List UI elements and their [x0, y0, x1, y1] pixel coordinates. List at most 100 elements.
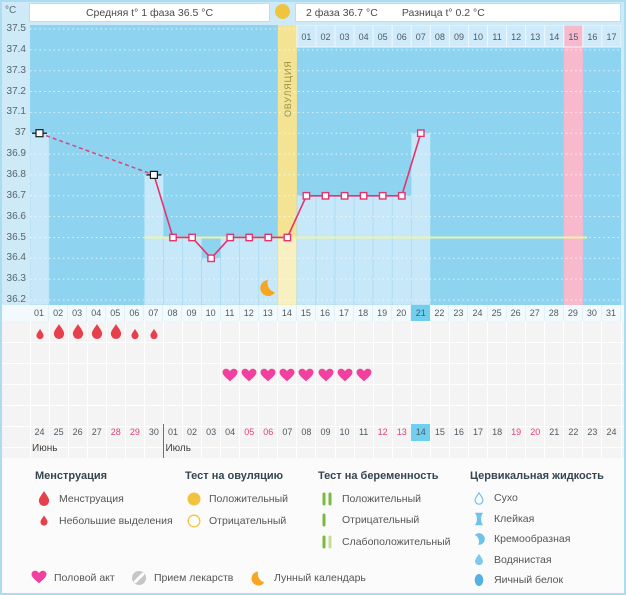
calendar-date[interactable]: 10	[339, 427, 350, 437]
cycle-day-cell[interactable]: 23	[449, 305, 469, 321]
calendar-date[interactable]: 02	[187, 427, 198, 437]
legend-item: Положительный	[318, 488, 451, 510]
cycle-day-cell[interactable]: 02	[49, 305, 69, 321]
cycle-day-cell[interactable]: 16	[316, 305, 336, 321]
cycle-day-cell[interactable]: 04	[87, 305, 107, 321]
cycle-day-cell[interactable]: 26	[507, 305, 526, 321]
temp-point-excluded	[35, 129, 44, 138]
dpo-cell: 02	[315, 24, 336, 48]
grid-line	[162, 321, 164, 458]
cycle-day-cell[interactable]: 09	[183, 305, 202, 321]
grid-line	[239, 321, 241, 458]
calendar-date[interactable]: 27	[91, 427, 102, 437]
calendar-date[interactable]: 23	[587, 427, 598, 437]
svg-text:08: 08	[435, 32, 445, 42]
bbt-plot[interactable]: 01 02 03 04 05 06 07 08 09 10 11 12 13 14 15 16 17 ОВУЛЯЦ…	[29, 24, 622, 306]
cycle-day-cell[interactable]: 05	[106, 305, 126, 321]
calendar-date[interactable]: 25	[53, 427, 64, 437]
calendar-date[interactable]: 14	[415, 427, 426, 437]
calendar-date[interactable]: 26	[72, 427, 83, 437]
calendar-date[interactable]: 28	[110, 427, 121, 437]
cycle-day-cell[interactable]: 14	[278, 305, 297, 321]
y-tick-label: 36.8	[6, 168, 26, 180]
cycle-day-cell[interactable]: 01	[30, 305, 50, 321]
calendar-date[interactable]: 06	[263, 427, 274, 437]
calendar-date[interactable]: 19	[511, 427, 522, 437]
cycle-day-cell[interactable]: 25	[488, 305, 507, 321]
calendar-date[interactable]: 05	[244, 427, 255, 437]
calendar-date[interactable]: 07	[282, 427, 293, 437]
cycle-day-cell[interactable]: 13	[259, 305, 278, 321]
cycle-day-cell[interactable]: 18	[354, 305, 374, 321]
calendar-date[interactable]: 11	[358, 427, 369, 437]
calendar-date[interactable]: 24	[34, 427, 45, 437]
svg-text:02: 02	[320, 32, 330, 42]
cycle-day-cell[interactable]: 12	[240, 305, 259, 321]
cycle-day-cell[interactable]: 31	[602, 305, 621, 321]
cycle-day-cell[interactable]: 06	[125, 305, 145, 321]
svg-text:09: 09	[454, 32, 464, 42]
month-divider	[163, 424, 165, 459]
calendar-date[interactable]: 16	[453, 427, 464, 437]
y-tick-label: 36.2	[6, 294, 26, 305]
cycle-day-cell[interactable]: 22	[430, 305, 450, 321]
cycle-day-cell[interactable]: 21	[411, 305, 431, 321]
cycle-day-cell[interactable]: 24	[468, 305, 488, 321]
dpo-cell: 03	[334, 24, 355, 48]
calendar-date[interactable]: 09	[320, 427, 331, 437]
cycle-day-cell[interactable]: 15	[297, 305, 316, 321]
cycle-day-cell[interactable]: 19	[373, 305, 393, 321]
cycle-day-cell[interactable]: 20	[392, 305, 412, 321]
legend-item-label: Половой акт	[54, 572, 115, 584]
intercourse-heart-icon	[222, 368, 238, 382]
calendar-date[interactable]: 13	[396, 427, 407, 437]
cycle-day-cell[interactable]: 07	[144, 305, 164, 321]
calendar-date[interactable]: 30	[148, 427, 159, 437]
calendar-date[interactable]: 20	[530, 427, 541, 437]
temp-fill-column	[182, 237, 202, 306]
cycle-day-cell[interactable]: 27	[526, 305, 545, 321]
cycle-day-cell[interactable]: 28	[545, 305, 564, 321]
legend-section-title: Тест на беременность	[318, 470, 439, 482]
cycle-day-cell[interactable]: 17	[335, 305, 355, 321]
temp-fill-column	[239, 237, 260, 306]
grid-line	[124, 321, 126, 458]
bbt-plot-svg[interactable]: 01 02 03 04 05 06 07 08 09 10 11 12 13 14 15 16 17 ОВУЛЯЦ…	[29, 24, 622, 306]
intercourse-heart-icon	[260, 368, 276, 382]
intercourse-heart-icon	[318, 368, 333, 382]
cycle-day-cell[interactable]: 11	[221, 305, 240, 321]
drop-big-icon	[38, 491, 49, 506]
cycle-day-cell[interactable]: 08	[163, 305, 183, 321]
svg-text:12: 12	[511, 32, 521, 42]
calendar-date[interactable]: 17	[472, 427, 483, 437]
legend-footer-item: Прием лекарств	[130, 570, 233, 586]
dpo-cell: 09	[448, 24, 469, 48]
grid-line	[143, 321, 145, 458]
grid-line	[48, 321, 50, 458]
cycle-day-cell[interactable]: 03	[68, 305, 88, 321]
cycle-day-cell[interactable]: 10	[202, 305, 221, 321]
calendar-date[interactable]: 01	[167, 427, 178, 437]
calendar-date[interactable]: 24	[606, 427, 617, 437]
grid-line	[353, 321, 355, 458]
calendar-date[interactable]: 03	[206, 427, 217, 437]
legend-item: Сухо	[470, 488, 604, 509]
legend-item: Кремообразная	[470, 529, 604, 550]
y-tick-label: 37.5	[6, 23, 26, 34]
calendar-date[interactable]: 22	[568, 427, 579, 437]
calendar-date[interactable]: 04	[225, 427, 236, 437]
calendar-date[interactable]: 12	[377, 427, 388, 437]
calendar-date[interactable]: 29	[129, 427, 140, 437]
calendar-date[interactable]: 18	[492, 427, 503, 437]
cycle-day-cell[interactable]: 30	[583, 305, 602, 321]
y-tick-label: 36.4	[6, 252, 26, 264]
y-axis-unit-label: °C	[5, 5, 17, 16]
calendar-date[interactable]: 21	[549, 427, 560, 437]
calendar-date[interactable]: 08	[301, 427, 312, 437]
fluid-watery-icon	[474, 554, 483, 566]
calendar-date[interactable]: 15	[434, 427, 445, 437]
temp-point	[302, 191, 311, 200]
svg-text:04: 04	[359, 32, 369, 42]
grid-line	[0, 342, 626, 343]
cycle-day-cell[interactable]: 29	[564, 305, 583, 321]
